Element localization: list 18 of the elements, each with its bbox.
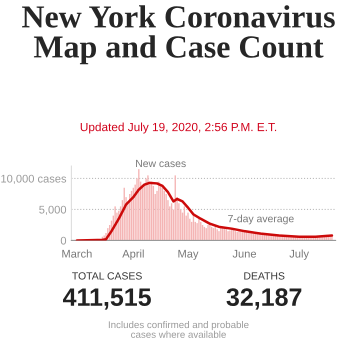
y-tick-label: 0 bbox=[60, 236, 66, 245]
text: 411,515 bbox=[62, 288, 151, 310]
text: TOTAL CASES bbox=[72, 272, 142, 280]
series-label: 7-day average bbox=[228, 214, 294, 224]
chart-title: New York Coronavirus Map and Case Count bbox=[22, 5, 335, 64]
x-tick-label: May bbox=[178, 250, 198, 260]
chart-subtitle: Updated July 19, 2020, 2:56 P.M. E.T. bbox=[80, 122, 276, 134]
text: 32,187 bbox=[226, 288, 302, 310]
x-tick-label: July bbox=[289, 250, 309, 260]
y-tick-label: 10,000 cases bbox=[1, 174, 66, 184]
x-tick-label: June bbox=[232, 250, 256, 258]
series-label: New cases bbox=[136, 160, 186, 168]
text: DEATHS bbox=[244, 272, 284, 280]
x-tick-label: March bbox=[62, 250, 92, 258]
line-series bbox=[76, 182, 334, 240]
y-tick-label: 5,000 bbox=[39, 206, 66, 215]
text: Includes confirmed and probable cases where available bbox=[108, 321, 249, 338]
x-tick-label: April bbox=[122, 250, 144, 260]
